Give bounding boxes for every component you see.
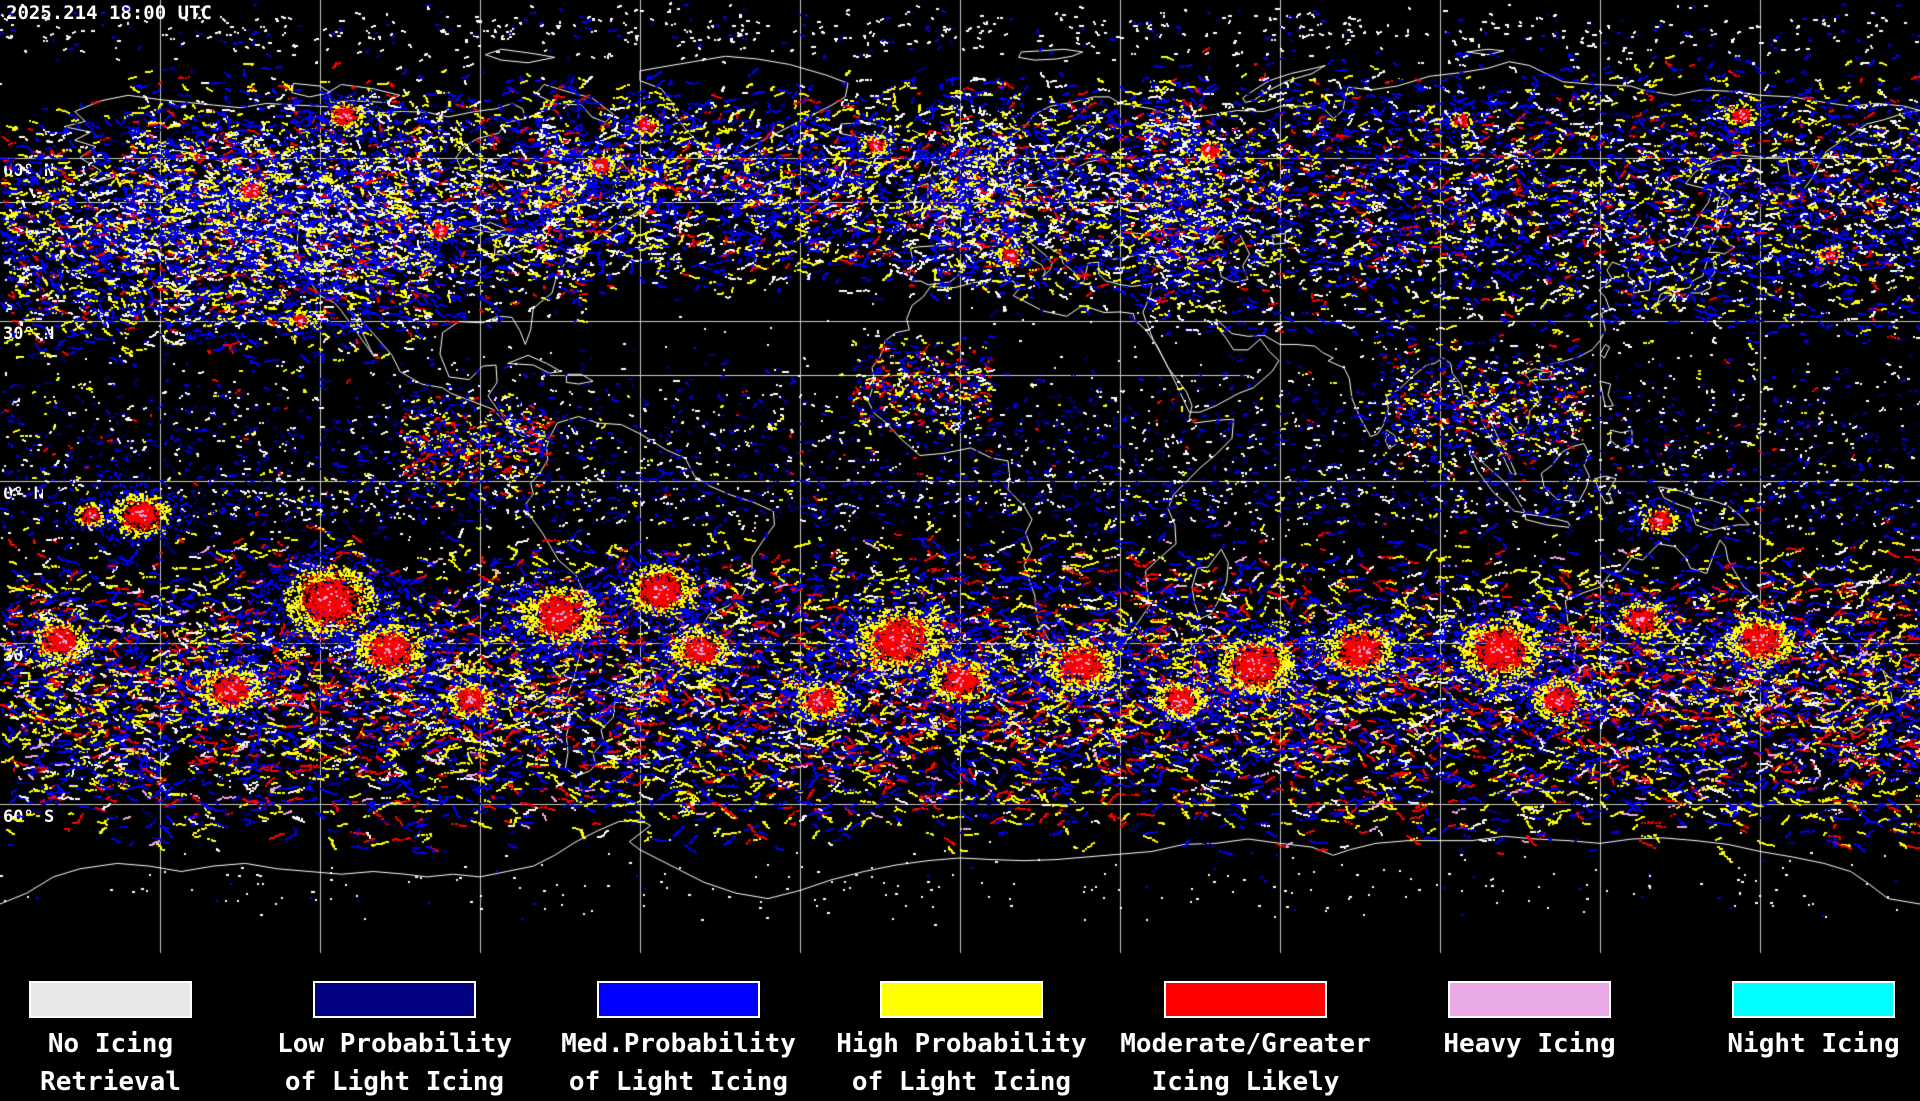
legend-item-moderate: Moderate/Greater Icing Likely <box>1120 981 1371 1097</box>
legend-item-no-icing: No Icing Retrieval <box>29 981 192 1097</box>
legend-label-line: of Light Icing <box>568 1067 789 1097</box>
latitude-label-0n: 0° N <box>3 484 44 504</box>
legend-label-med-prob: Med.Probability of Light Icing <box>561 1025 796 1101</box>
latitude-label-60n: 60° N <box>3 161 55 181</box>
legend-label-line: Night Icing <box>1727 1029 1900 1059</box>
legend-label-night: Night Icing <box>1727 1025 1899 1063</box>
legend-swatch-high-prob <box>880 981 1043 1018</box>
legend-swatch-no-icing <box>29 981 192 1018</box>
legend-label-heavy: Heavy Icing <box>1443 1025 1615 1063</box>
legend-swatch-low-prob <box>313 981 476 1018</box>
latitude-label-60s: 60° S <box>3 807 55 827</box>
legend-label-line: of Light Icing <box>284 1067 505 1097</box>
timestamp-label: 2025.214 18:00 UTC <box>6 2 212 24</box>
legend-label-line: Heavy Icing <box>1443 1029 1616 1059</box>
legend-label-line: of Light Icing <box>851 1067 1072 1097</box>
legend-swatch-med-prob <box>597 981 760 1018</box>
legend-swatch-moderate <box>1164 981 1327 1018</box>
latitude-label-30s: 30° S <box>3 646 55 666</box>
legend-label-line: Moderate/Greater <box>1120 1029 1371 1059</box>
world-icing-map: 2025.214 18:00 UTC 60° N 30° N 0° N 30° … <box>0 0 1920 963</box>
legend-item-med-prob: Med.Probability of Light Icing <box>561 981 796 1097</box>
legend-item-night: Night Icing <box>1727 981 1900 1059</box>
legend-swatch-night <box>1732 981 1895 1018</box>
legend: No Icing Retrieval Low Probability of Li… <box>0 981 1920 1097</box>
legend-swatch-heavy <box>1448 981 1611 1018</box>
map-base-layer <box>0 0 1920 963</box>
legend-label-high-prob: High Probability of Light Icing <box>836 1025 1086 1101</box>
latitude-label-30n: 30° N <box>3 324 55 344</box>
legend-item-low-prob: Low Probability of Light Icing <box>277 981 512 1097</box>
legend-label-line: Retrieval <box>40 1067 181 1097</box>
legend-item-high-prob: High Probability of Light Icing <box>836 981 1087 1097</box>
legend-label-line: Med.Probability <box>561 1029 796 1059</box>
legend-item-heavy: Heavy Icing <box>1443 981 1616 1059</box>
legend-label-line: Low Probability <box>277 1029 512 1059</box>
legend-label-moderate: Moderate/Greater Icing Likely <box>1120 1025 1370 1101</box>
legend-label-low-prob: Low Probability of Light Icing <box>277 1025 512 1101</box>
legend-label-no-icing: No Icing Retrieval <box>40 1025 181 1101</box>
legend-label-line: No Icing <box>47 1029 174 1059</box>
legend-label-line: Icing Likely <box>1151 1067 1340 1097</box>
legend-label-line: High Probability <box>836 1029 1087 1059</box>
